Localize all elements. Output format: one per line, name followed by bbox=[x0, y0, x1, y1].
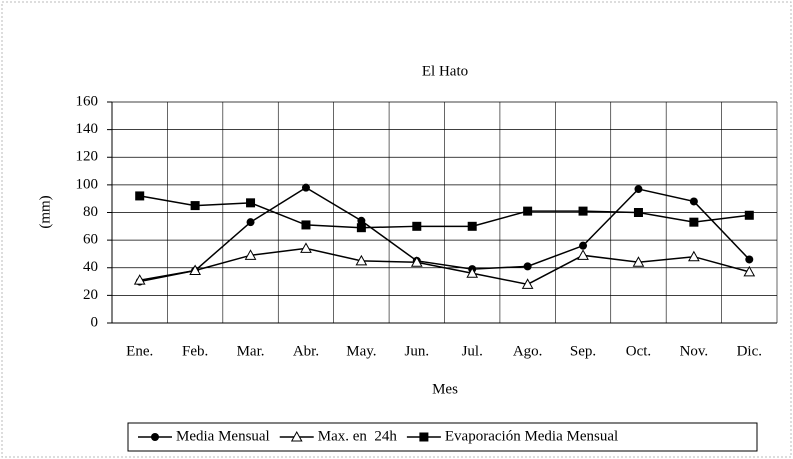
series-line bbox=[139, 247, 750, 286]
marker bbox=[301, 183, 310, 192]
marker bbox=[466, 267, 479, 278]
marker bbox=[189, 264, 201, 276]
marker bbox=[133, 274, 146, 285]
marker bbox=[412, 221, 422, 231]
marker bbox=[523, 206, 533, 216]
series-line bbox=[139, 186, 750, 283]
marker bbox=[355, 254, 368, 266]
marker bbox=[300, 242, 312, 253]
x-tick-label: Oct. bbox=[626, 343, 651, 359]
y-tick-label: 60 bbox=[83, 232, 98, 248]
marker bbox=[151, 433, 159, 441]
x-tick-label: Jul. bbox=[462, 343, 483, 359]
marker bbox=[688, 250, 700, 262]
x-tick-label: Abr. bbox=[293, 343, 319, 359]
x-axis-label: Mes bbox=[432, 381, 458, 397]
marker bbox=[246, 218, 255, 227]
marker bbox=[521, 278, 534, 289]
marker bbox=[579, 241, 588, 250]
marker bbox=[577, 249, 589, 260]
y-axis-label: (mm) bbox=[37, 195, 53, 228]
x-tick-label: May. bbox=[346, 343, 376, 359]
marker bbox=[743, 265, 756, 277]
y-tick-label: 80 bbox=[83, 204, 98, 220]
y-tick-label: 140 bbox=[76, 121, 99, 137]
y-tick-label: 0 bbox=[91, 314, 99, 330]
legend-label: Evaporación Media Mensual bbox=[445, 428, 618, 444]
marker bbox=[689, 197, 698, 206]
y-tick-label: 100 bbox=[76, 176, 99, 192]
chart-title: El Hato bbox=[422, 63, 468, 79]
y-tick-label: 20 bbox=[83, 287, 98, 303]
x-tick-label: Jun. bbox=[404, 343, 429, 359]
marker bbox=[410, 256, 423, 267]
marker bbox=[467, 221, 477, 231]
marker bbox=[357, 216, 366, 225]
marker bbox=[244, 249, 257, 260]
marker bbox=[190, 201, 200, 211]
series-line bbox=[139, 195, 750, 229]
marker bbox=[523, 262, 532, 271]
marker bbox=[578, 206, 588, 216]
marker bbox=[419, 432, 429, 442]
marker bbox=[745, 255, 754, 264]
x-tick-label: Feb. bbox=[182, 343, 208, 359]
marker bbox=[633, 208, 643, 217]
marker bbox=[301, 220, 311, 230]
marker bbox=[135, 191, 145, 201]
x-tick-label: Nov. bbox=[680, 343, 709, 359]
marker bbox=[689, 217, 699, 227]
y-tick-label: 120 bbox=[76, 149, 99, 165]
x-tick-label: Dic. bbox=[737, 343, 762, 359]
x-tick-label: Ago. bbox=[513, 343, 543, 359]
x-tick-label: Sep. bbox=[570, 343, 596, 359]
y-tick-label: 40 bbox=[83, 259, 98, 275]
x-tick-label: Ene. bbox=[126, 343, 153, 359]
marker bbox=[632, 256, 645, 267]
marker bbox=[290, 430, 303, 442]
legend-label: Max. en 24h bbox=[318, 428, 398, 444]
x-tick-label: Mar. bbox=[237, 343, 265, 359]
marker bbox=[744, 210, 754, 220]
legend-label: Media Mensual bbox=[176, 428, 270, 444]
marker bbox=[634, 185, 643, 194]
y-tick-label: 160 bbox=[76, 93, 99, 109]
marker bbox=[356, 223, 366, 233]
legend-box bbox=[127, 422, 758, 452]
marker bbox=[246, 198, 256, 208]
